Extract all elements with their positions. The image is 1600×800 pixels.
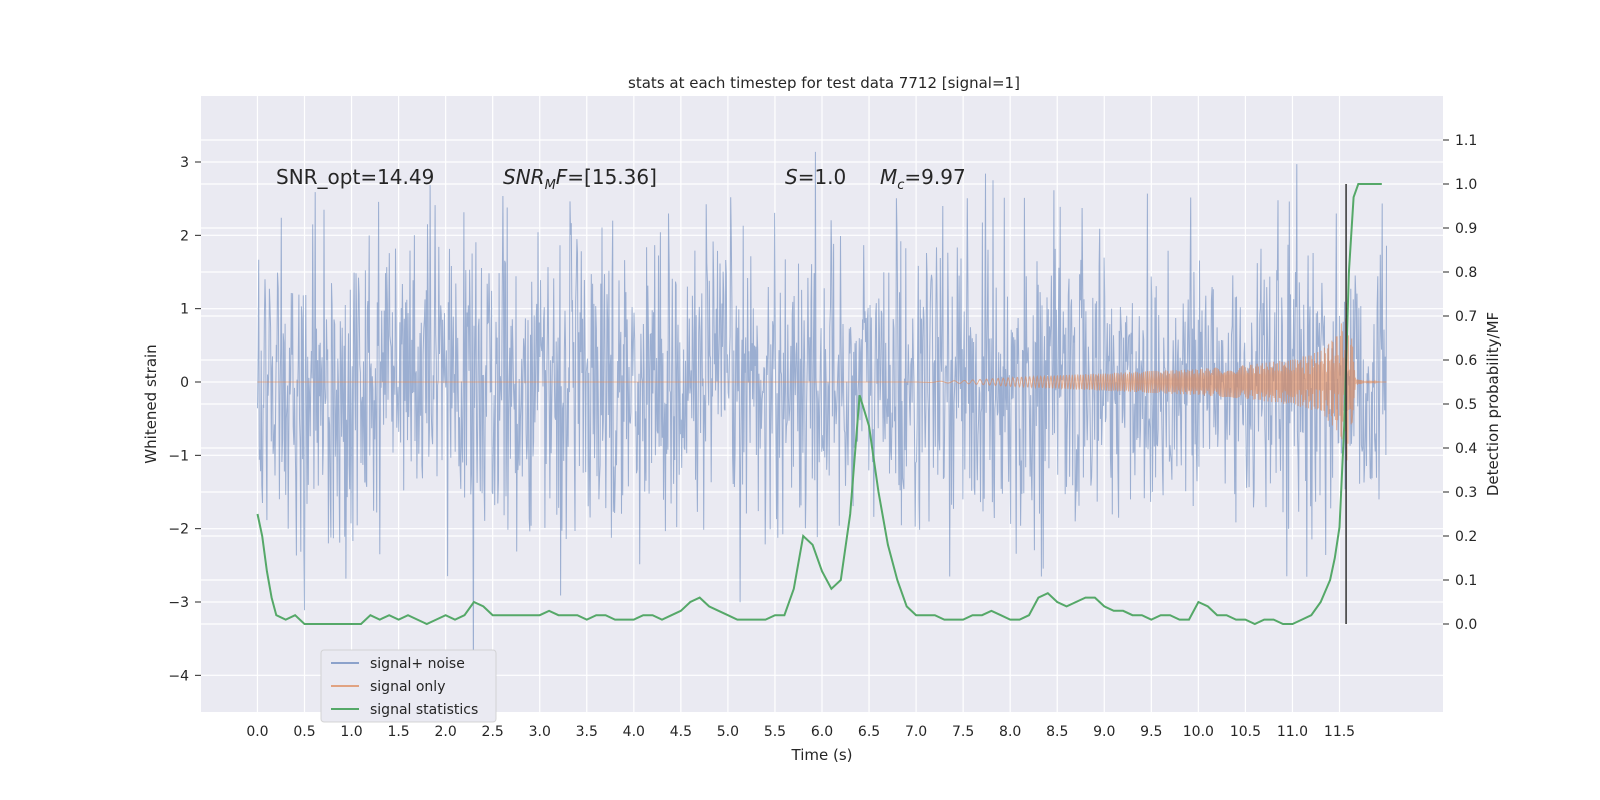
annotations: SNR_opt=14.49 SNRMF=[15.36] S=1.0 Mc=9.9… — [276, 165, 966, 193]
annotation-s: S=1.0 — [785, 165, 846, 189]
x-tick-label: 9.5 — [1140, 724, 1162, 740]
x-tick-label: 5.5 — [764, 724, 786, 740]
line-signal-only — [257, 303, 1387, 461]
series-signal-statistics — [256, 183, 1382, 626]
legend-box — [320, 649, 497, 723]
y-right-axis-ticks: 0.0 0.1 0.2 0.3 0.4 0.5 0.6 0.7 0.8 0.9 1.0 1.1 — [1443, 133, 1477, 633]
legend-label-signal-only: signal only — [370, 679, 445, 695]
x-tick-label: 11.5 — [1324, 724, 1355, 740]
annotation-snr-mf: SNRMF=[15.36] — [503, 165, 657, 193]
x-tick-label: 1.0 — [340, 724, 362, 740]
y-tick-label: −2 — [168, 522, 189, 538]
y-right-tick-label: 0.4 — [1455, 441, 1477, 457]
x-tick-label: 0.5 — [293, 724, 315, 740]
y-tick-label: 3 — [180, 155, 189, 171]
y-right-tick-label: 0.2 — [1455, 529, 1477, 545]
x-tick-label: 7.0 — [905, 724, 927, 740]
x-tick-label: 6.0 — [811, 724, 833, 740]
y-right-tick-label: 0.8 — [1455, 265, 1477, 281]
y-tick-label: 0 — [180, 375, 189, 391]
y-right-tick-label: 0.3 — [1455, 485, 1477, 501]
x-tick-label: 7.5 — [952, 724, 974, 740]
x-tick-label: 0.0 — [246, 724, 268, 740]
x-tick-label: 6.5 — [858, 724, 880, 740]
x-tick-label: 10.5 — [1230, 724, 1261, 740]
x-tick-label: 9.0 — [1093, 724, 1115, 740]
x-tick-label: 5.0 — [717, 724, 739, 740]
y-tick-label: −4 — [168, 668, 189, 684]
y-tick-label: −3 — [168, 595, 189, 611]
x-tick-label: 4.0 — [623, 724, 645, 740]
x-tick-label: 11.0 — [1277, 724, 1308, 740]
y-right-tick-label: 0.0 — [1455, 617, 1477, 633]
x-tick-label: 3.0 — [529, 724, 551, 740]
x-tick-label: 3.5 — [576, 724, 598, 740]
y-axis-ticks: −4 −3 −2 −1 0 1 2 3 — [168, 155, 201, 684]
line-signal-noise — [257, 151, 1387, 683]
y-right-tick-label: 0.5 — [1455, 397, 1477, 413]
x-tick-label: 1.5 — [387, 724, 409, 740]
line-signal-statistics — [256, 183, 1382, 626]
series-signal-noise — [257, 151, 1387, 683]
y-right-tick-label: 0.9 — [1455, 221, 1477, 237]
y-tick-label: −1 — [168, 448, 189, 464]
annotation-mc: Mc=9.97 — [880, 165, 966, 193]
x-axis-ticks: 0.0 0.5 1.0 1.5 2.0 2.5 3.0 3.5 4.0 4.5 5.0 5.5 6.0 6… — [246, 724, 1355, 740]
x-axis-label: Time (s) — [791, 746, 853, 764]
legend: signal+ noise signal only signal statist… — [320, 649, 497, 723]
y-right-axis-label: Detection probability/MF — [1484, 312, 1502, 496]
y-right-tick-label: 0.7 — [1455, 309, 1477, 325]
y-right-tick-label: 1.0 — [1455, 177, 1477, 193]
y-right-tick-label: 0.1 — [1455, 573, 1477, 589]
y-tick-label: 2 — [180, 228, 189, 244]
x-tick-label: 8.5 — [1046, 724, 1068, 740]
chart-title: stats at each timestep for test data 771… — [628, 74, 1020, 92]
x-tick-label: 4.5 — [670, 724, 692, 740]
x-tick-label: 10.0 — [1183, 724, 1214, 740]
y-axis-label: Whitened strain — [142, 344, 160, 463]
x-tick-label: 2.0 — [435, 724, 457, 740]
annotation-snr-opt: SNR_opt=14.49 — [276, 165, 434, 189]
y-tick-label: 1 — [180, 302, 189, 318]
series-signal-only — [257, 303, 1387, 461]
y-right-tick-label: 0.6 — [1455, 353, 1477, 369]
legend-label-signal-statistics: signal statistics — [370, 702, 478, 718]
legend-label-signal-noise: signal+ noise — [370, 656, 465, 672]
x-tick-label: 8.0 — [999, 724, 1021, 740]
x-tick-label: 2.5 — [482, 724, 504, 740]
y-right-tick-label: 1.1 — [1455, 133, 1477, 149]
